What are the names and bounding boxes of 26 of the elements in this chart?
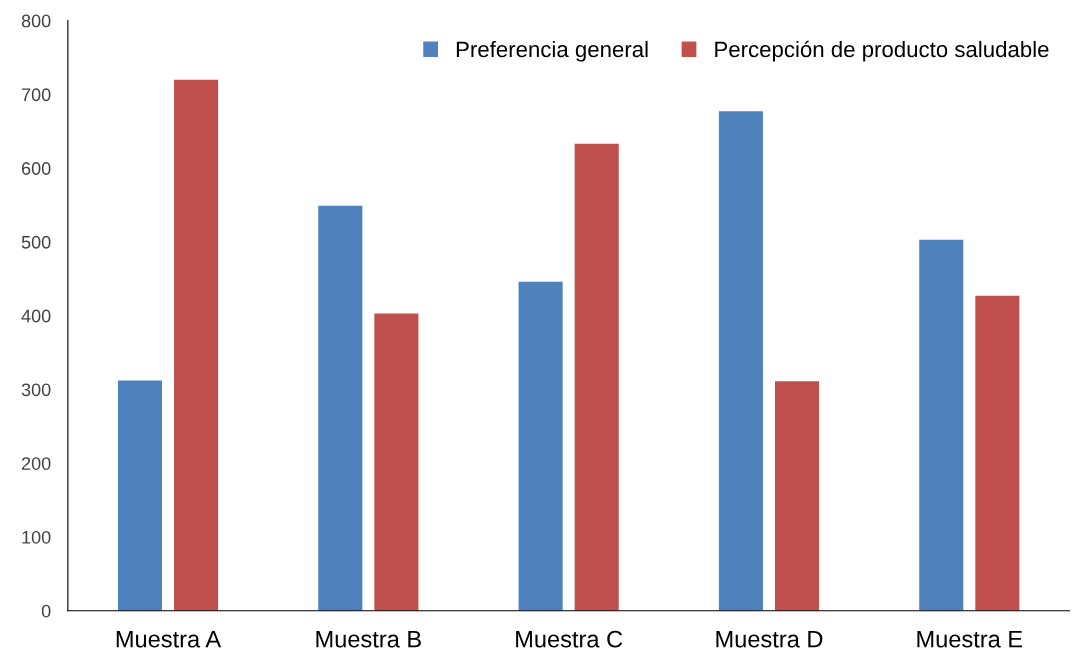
x-tick-label: Muestra C [516, 630, 623, 648]
legend-label: Percepción de producto saludable [715, 40, 1049, 62]
bar [117, 380, 162, 611]
y-tick-label: 500 [21, 235, 51, 249]
bar [174, 79, 219, 611]
bar [774, 381, 820, 611]
y-tick-label: 400 [21, 309, 51, 323]
y-tick-label: 100 [22, 530, 51, 544]
y-tick-label: 600 [21, 162, 51, 175]
y-tick-label: 0 [41, 604, 51, 618]
bar [574, 143, 619, 611]
y-tick-label: 700 [21, 88, 51, 102]
bar [518, 281, 563, 611]
bar [374, 313, 419, 611]
y-tick-label: 200 [21, 457, 51, 470]
x-tick-label: Muestra B [316, 631, 421, 648]
x-tick-label: Muestra A [116, 631, 222, 648]
x-tick-label: Muestra D [716, 631, 823, 648]
bar [975, 295, 1020, 611]
legend-label: Preferencia general [456, 40, 648, 62]
x-tick-label: Muestra E [917, 631, 1023, 648]
bar [718, 111, 763, 611]
bar [919, 239, 964, 611]
y-tick-label: 800 [21, 14, 51, 28]
bar [318, 205, 363, 611]
y-tick-label: 300 [21, 383, 51, 397]
